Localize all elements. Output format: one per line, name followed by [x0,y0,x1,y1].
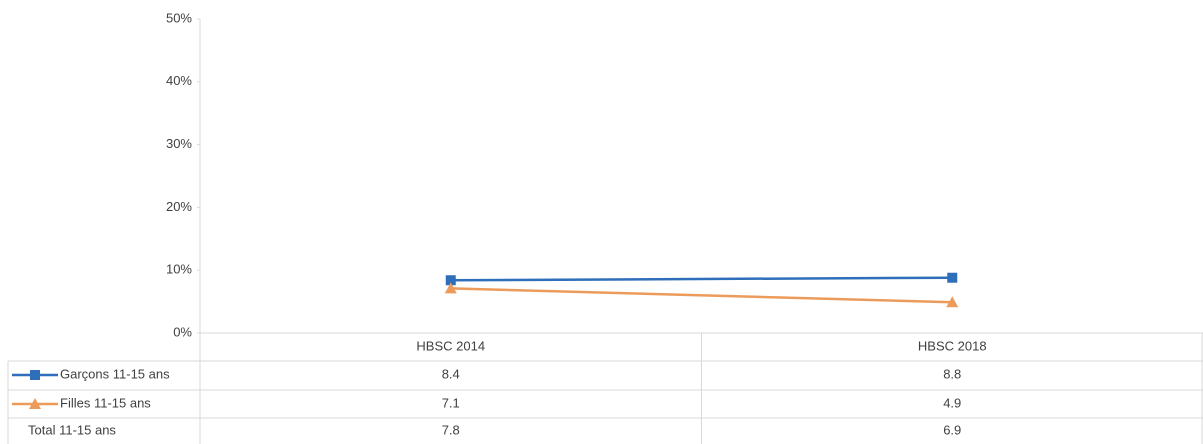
series-line [450,276,953,282]
table-value: 4.9 [943,395,961,410]
legend-label: Total 11-15 ans [28,422,116,437]
legend-marker [30,370,40,380]
data-point [444,282,457,294]
legend-label: Filles 11-15 ans [60,395,151,410]
y-tick-label: 30% [166,136,192,151]
table-value: 6.9 [943,422,961,437]
table-value: 7.8 [442,422,460,437]
data-point [946,296,959,308]
y-tick-label: 0% [173,324,192,339]
legend-label: Garçons 11-15 ans [60,366,170,381]
y-tick-label: 20% [166,199,192,214]
legend-marker [29,398,41,409]
y-tick-label: 40% [166,73,192,88]
table-value: 7.1 [442,395,460,410]
data-point [947,272,958,283]
y-tick-label: 10% [166,262,192,277]
data-point [445,275,456,286]
table-value: 8.8 [943,366,961,381]
x-tick-label: HBSC 2014 [416,338,485,353]
series-line [450,287,953,304]
table-value: 8.4 [442,366,460,381]
y-tick-label: 50% [166,10,192,25]
x-tick-label: HBSC 2018 [918,338,987,353]
